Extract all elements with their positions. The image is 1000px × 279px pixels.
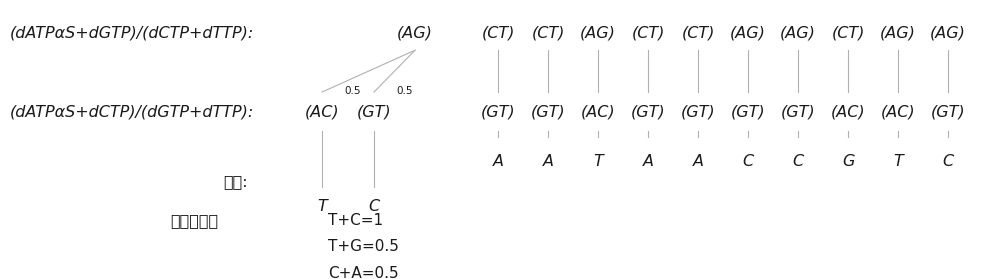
Text: (GT): (GT) xyxy=(357,104,391,119)
Text: A: A xyxy=(692,154,704,169)
Text: (AG): (AG) xyxy=(780,26,816,41)
Text: (GT): (GT) xyxy=(731,104,765,119)
Text: (AG): (AG) xyxy=(580,26,616,41)
Text: (AG): (AG) xyxy=(397,26,433,41)
Text: 0.5: 0.5 xyxy=(344,86,360,96)
Text: (GT): (GT) xyxy=(681,104,715,119)
Text: (CT): (CT) xyxy=(631,26,665,41)
Text: C: C xyxy=(792,154,804,169)
Text: A: A xyxy=(542,154,554,169)
Text: C+A=0.5: C+A=0.5 xyxy=(328,266,399,279)
Text: T+G=0.5: T+G=0.5 xyxy=(328,239,399,254)
Text: (AC): (AC) xyxy=(581,104,615,119)
Text: T+C=1: T+C=1 xyxy=(328,213,383,228)
Text: T: T xyxy=(317,199,327,214)
Text: (AC): (AC) xyxy=(305,104,339,119)
Text: (GT): (GT) xyxy=(931,104,965,119)
Text: G: G xyxy=(842,154,854,169)
Text: (AC): (AC) xyxy=(881,104,915,119)
Text: A: A xyxy=(492,154,504,169)
Text: C: C xyxy=(368,199,380,214)
Text: (GT): (GT) xyxy=(531,104,565,119)
Text: 0.5: 0.5 xyxy=(396,86,413,96)
Text: (dATPαS+dGTP)/(dCTP+dTTP):: (dATPαS+dGTP)/(dCTP+dTTP): xyxy=(10,26,254,41)
Text: (dATPαS+dCTP)/(dGTP+dTTP):: (dATPαS+dCTP)/(dGTP+dTTP): xyxy=(10,104,254,119)
Text: C: C xyxy=(742,154,754,169)
Text: 关联分析：: 关联分析： xyxy=(170,213,218,228)
Text: (CT): (CT) xyxy=(831,26,865,41)
Text: (CT): (CT) xyxy=(681,26,715,41)
Text: (GT): (GT) xyxy=(481,104,515,119)
Text: (AG): (AG) xyxy=(730,26,766,41)
Text: T: T xyxy=(893,154,903,169)
Text: (CT): (CT) xyxy=(531,26,565,41)
Text: A: A xyxy=(642,154,654,169)
Text: (CT): (CT) xyxy=(481,26,515,41)
Text: (AG): (AG) xyxy=(880,26,916,41)
Text: (AC): (AC) xyxy=(831,104,865,119)
Text: T: T xyxy=(593,154,603,169)
Text: 解码:: 解码: xyxy=(223,174,248,189)
Text: C: C xyxy=(942,154,954,169)
Text: (GT): (GT) xyxy=(781,104,815,119)
Text: (AG): (AG) xyxy=(930,26,966,41)
Text: (GT): (GT) xyxy=(631,104,665,119)
